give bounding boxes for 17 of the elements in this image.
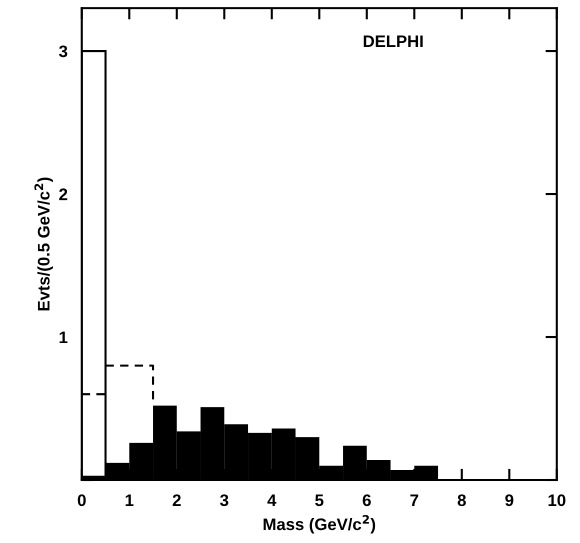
x-tick-label: 1: [126, 494, 134, 506]
y-axis-title: Evts/(0.5 GeV/c$^{2}$): [34, 178, 53, 310]
x-tick-label: 8: [458, 494, 466, 506]
x-tick-label: 6: [362, 494, 371, 506]
y-tick-label: 1: [60, 332, 68, 344]
x-tick-label: 3: [220, 494, 228, 506]
y-tick-label: 2: [59, 188, 68, 200]
x-tick-label: 0: [78, 494, 86, 506]
x-tick-label: 2: [172, 494, 181, 506]
x-tick-label: 4: [267, 494, 276, 506]
x-axis-title: Mass (GeV/c$^{2}$): [264, 514, 376, 534]
x-tick-label: 10: [548, 494, 566, 506]
x-tick-label: 7: [410, 494, 418, 506]
x-tick-label: 9: [505, 494, 514, 506]
x-tick-label: 5: [315, 494, 324, 506]
text: DELPHI: [364, 36, 423, 47]
y-tick-label: 3: [59, 45, 68, 58]
